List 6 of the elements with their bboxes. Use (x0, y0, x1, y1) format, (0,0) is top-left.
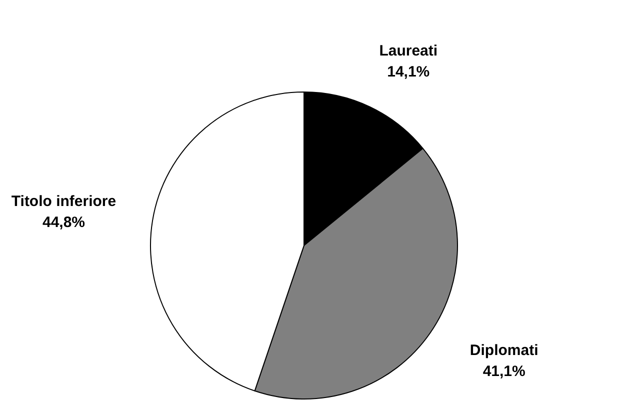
slice-label: Diplomati (470, 342, 538, 360)
slice-label: Laureati (379, 42, 438, 60)
data-label: 44,8% (42, 214, 86, 232)
slice-label: Titolo inferiore (11, 193, 116, 210)
data-label: 14,1% (387, 63, 430, 80)
data-label: 41,1% (482, 363, 526, 380)
